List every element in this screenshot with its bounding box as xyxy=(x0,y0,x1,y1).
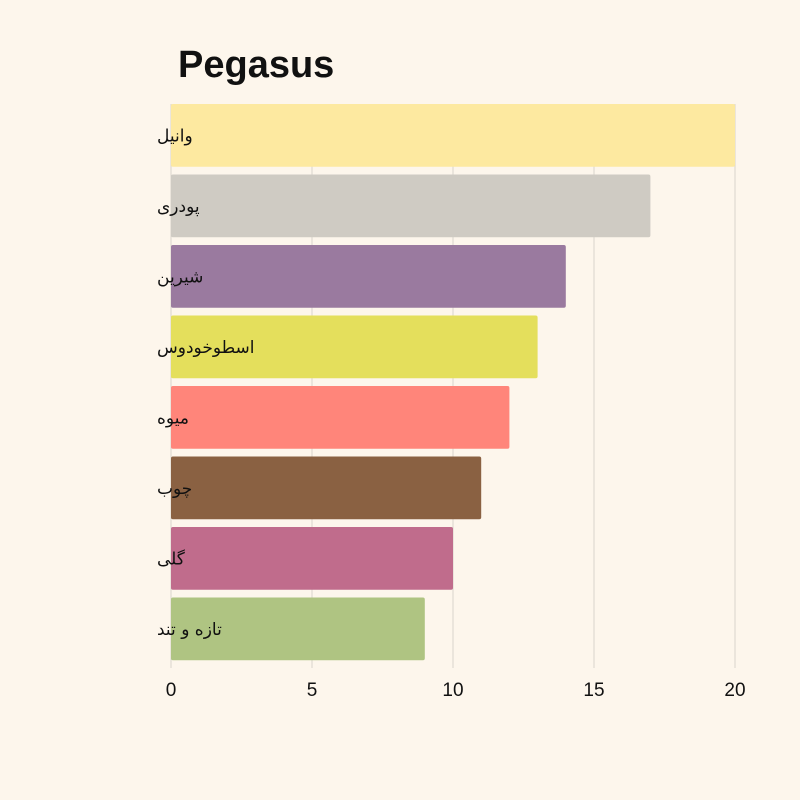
x-tick-label: 0 xyxy=(166,680,177,701)
bar xyxy=(171,245,566,308)
category-label: چوب xyxy=(157,479,192,499)
x-tick-label: 15 xyxy=(583,680,604,701)
x-tick-label: 10 xyxy=(442,680,463,701)
category-label: وانیل xyxy=(157,126,193,146)
x-tick-label: 20 xyxy=(724,680,745,701)
category-label: شیرین xyxy=(157,267,203,287)
chart-title: Pegasus xyxy=(178,44,335,86)
bar xyxy=(171,597,425,661)
x-tick-label: 5 xyxy=(307,680,318,701)
category-label: اسطوخودوس xyxy=(157,338,255,358)
bar xyxy=(171,456,482,520)
category-label: پودری xyxy=(157,197,200,217)
bar xyxy=(171,104,735,167)
category-label: تازه و تند xyxy=(157,620,222,640)
category-label: گلی xyxy=(157,548,186,569)
bar xyxy=(171,174,651,238)
bar xyxy=(171,386,510,449)
bar xyxy=(171,315,538,379)
bar xyxy=(171,527,453,590)
category-label: میوه xyxy=(157,408,189,428)
